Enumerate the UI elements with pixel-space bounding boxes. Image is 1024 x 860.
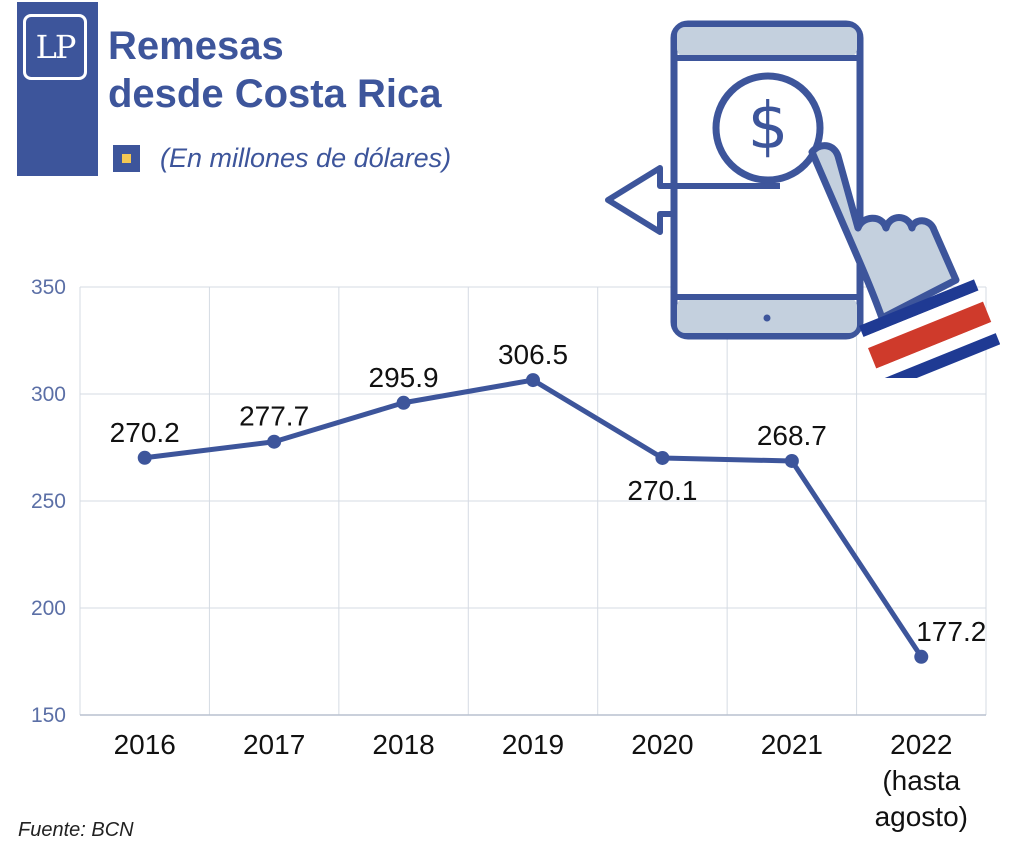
y-tick-label: 350	[31, 276, 66, 299]
data-label: 270.2	[110, 417, 180, 448]
x-tick-label: 2021	[761, 729, 823, 760]
x-tick-label: 2017	[243, 729, 305, 760]
svg-text:$: $	[748, 90, 789, 164]
data-point	[784, 453, 799, 468]
hand-pointer-icon	[808, 142, 1000, 378]
data-label: 306.5	[498, 339, 568, 370]
x-tick-label: 2018	[372, 729, 434, 760]
source-note: Fuente: BCN	[18, 819, 134, 841]
remittance-illustration: $	[605, 20, 1000, 378]
x-tick-label: 2019	[502, 729, 564, 760]
y-tick-label: 150	[31, 704, 66, 727]
title-line-1: Remesas	[108, 24, 284, 68]
data-label: 268.7	[757, 420, 827, 451]
data-label: 270.1	[627, 475, 697, 506]
data-point	[914, 649, 929, 664]
data-label: 295.9	[369, 362, 439, 393]
subtitle-marker-icon	[113, 145, 140, 172]
data-label: 177.2	[916, 616, 986, 647]
y-tick-label: 250	[31, 490, 66, 513]
title-line-2: desde Costa Rica	[108, 72, 442, 116]
data-label: 277.7	[239, 401, 309, 432]
x-tick-label: 2022 (hasta agosto)	[875, 729, 968, 832]
chart-title: Remesas desde Costa Rica	[108, 22, 578, 118]
data-point	[526, 373, 540, 388]
chart-subtitle: (En millones de dólares)	[160, 143, 452, 173]
data-point	[655, 450, 670, 465]
x-tick-label: 2016	[114, 729, 176, 760]
y-tick-label: 300	[31, 383, 66, 406]
x-tick-label: 2020	[631, 729, 693, 760]
logo-mark: LP	[23, 14, 87, 80]
data-point	[267, 434, 282, 449]
data-point	[137, 450, 152, 465]
dollar-icon: $	[712, 72, 824, 184]
data-point	[396, 395, 411, 410]
y-tick-label: 200	[31, 597, 66, 620]
logo: LP	[17, 2, 98, 176]
